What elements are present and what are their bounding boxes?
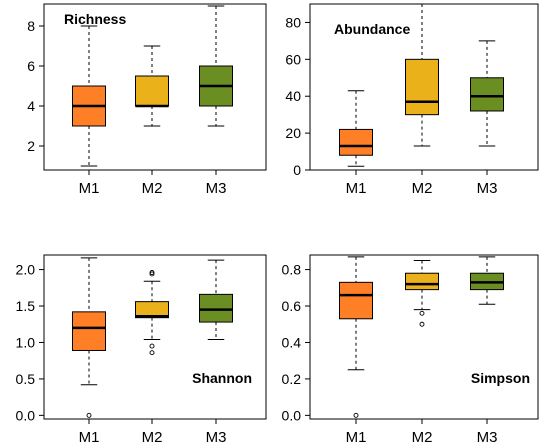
box-m2 bbox=[135, 45, 169, 127]
panel-title: Shannon bbox=[192, 370, 252, 386]
panel-simpson: 0.0 0.2 0.4 0.6 0.8 M1 M2 M3 Simpson bbox=[282, 254, 539, 446]
x-tick-label: M3 bbox=[206, 429, 227, 446]
box-m2 bbox=[135, 270, 169, 356]
box-m3 bbox=[470, 40, 504, 147]
x-tick-label: M3 bbox=[477, 180, 498, 197]
iqr-box bbox=[405, 58, 439, 116]
y-tick-label: 80 bbox=[285, 14, 301, 30]
y-tick-label: 20 bbox=[285, 125, 301, 141]
y-tick-label: 60 bbox=[285, 51, 301, 67]
box-m1 bbox=[72, 25, 106, 167]
iqr-box bbox=[405, 272, 439, 291]
panel-title: Richness bbox=[64, 11, 126, 27]
y-tick-label: 0.4 bbox=[282, 334, 302, 350]
y-tick-label: 0.0 bbox=[282, 407, 302, 423]
x-tick-label: M1 bbox=[79, 429, 100, 446]
panel-shannon: 0.0 0.5 1.0 1.5 2.0 M1 M2 M3 Shannon bbox=[16, 254, 267, 446]
outlier-point bbox=[149, 271, 155, 277]
outlier-point bbox=[149, 350, 155, 356]
plot-frame bbox=[309, 254, 539, 420]
x-tick-label: M3 bbox=[477, 429, 498, 446]
box-m3 bbox=[199, 5, 233, 127]
box-m1 bbox=[339, 90, 373, 167]
iqr-box bbox=[135, 301, 169, 319]
y-tick-label: 1.5 bbox=[16, 298, 36, 314]
box-m3 bbox=[470, 256, 504, 305]
outlier-point bbox=[149, 270, 155, 275]
outlier-point bbox=[419, 321, 425, 327]
x-tick-label: M1 bbox=[79, 180, 100, 197]
y-tick-label: 0.2 bbox=[282, 371, 302, 387]
plot-frame bbox=[43, 254, 267, 420]
y-tick-label: 2 bbox=[27, 138, 35, 154]
y-tick-label: 0.8 bbox=[282, 262, 302, 278]
iqr-box bbox=[72, 311, 106, 351]
plot-frame bbox=[43, 3, 267, 171]
y-tick-label: 40 bbox=[285, 88, 301, 104]
x-tick-label: M1 bbox=[346, 429, 367, 446]
panel-title: Abundance bbox=[334, 21, 410, 37]
iqr-box bbox=[199, 293, 233, 323]
box-m1 bbox=[72, 257, 106, 418]
y-tick-label: 4 bbox=[27, 98, 35, 114]
y-tick-label: 0.6 bbox=[282, 298, 302, 314]
outlier-point bbox=[419, 310, 425, 316]
iqr-box bbox=[135, 75, 169, 107]
panel-title: Simpson bbox=[471, 370, 530, 386]
panel-richness: 2 4 6 8 M1 M2 M3 Richness bbox=[27, 3, 267, 197]
iqr-box bbox=[339, 128, 373, 156]
panel-abundance: 0 20 40 60 80 M1 M2 M3 Abundance bbox=[285, 3, 539, 197]
box-m1 bbox=[339, 256, 373, 418]
box-m3 bbox=[199, 259, 233, 341]
y-tick-label: 0.5 bbox=[16, 371, 36, 387]
y-tick-label: 0.0 bbox=[16, 407, 36, 423]
x-tick-label: M2 bbox=[412, 180, 433, 197]
y-tick-label: 8 bbox=[27, 18, 35, 34]
iqr-box bbox=[470, 77, 504, 112]
x-tick-label: M3 bbox=[206, 180, 227, 197]
outlier-point bbox=[353, 412, 359, 418]
outlier-point bbox=[149, 343, 155, 349]
y-tick-label: 0 bbox=[293, 162, 301, 178]
y-tick-label: 6 bbox=[27, 58, 35, 74]
outlier-point bbox=[86, 412, 92, 418]
y-tick-label: 1.0 bbox=[16, 334, 36, 350]
x-tick-label: M2 bbox=[142, 180, 163, 197]
x-tick-label: M2 bbox=[142, 429, 163, 446]
x-tick-label: M1 bbox=[346, 180, 367, 197]
y-tick-label: 2.0 bbox=[16, 262, 36, 278]
x-tick-label: M2 bbox=[412, 429, 433, 446]
box-m2 bbox=[405, 259, 439, 327]
iqr-box bbox=[339, 281, 373, 320]
box-m2 bbox=[405, 3, 439, 147]
